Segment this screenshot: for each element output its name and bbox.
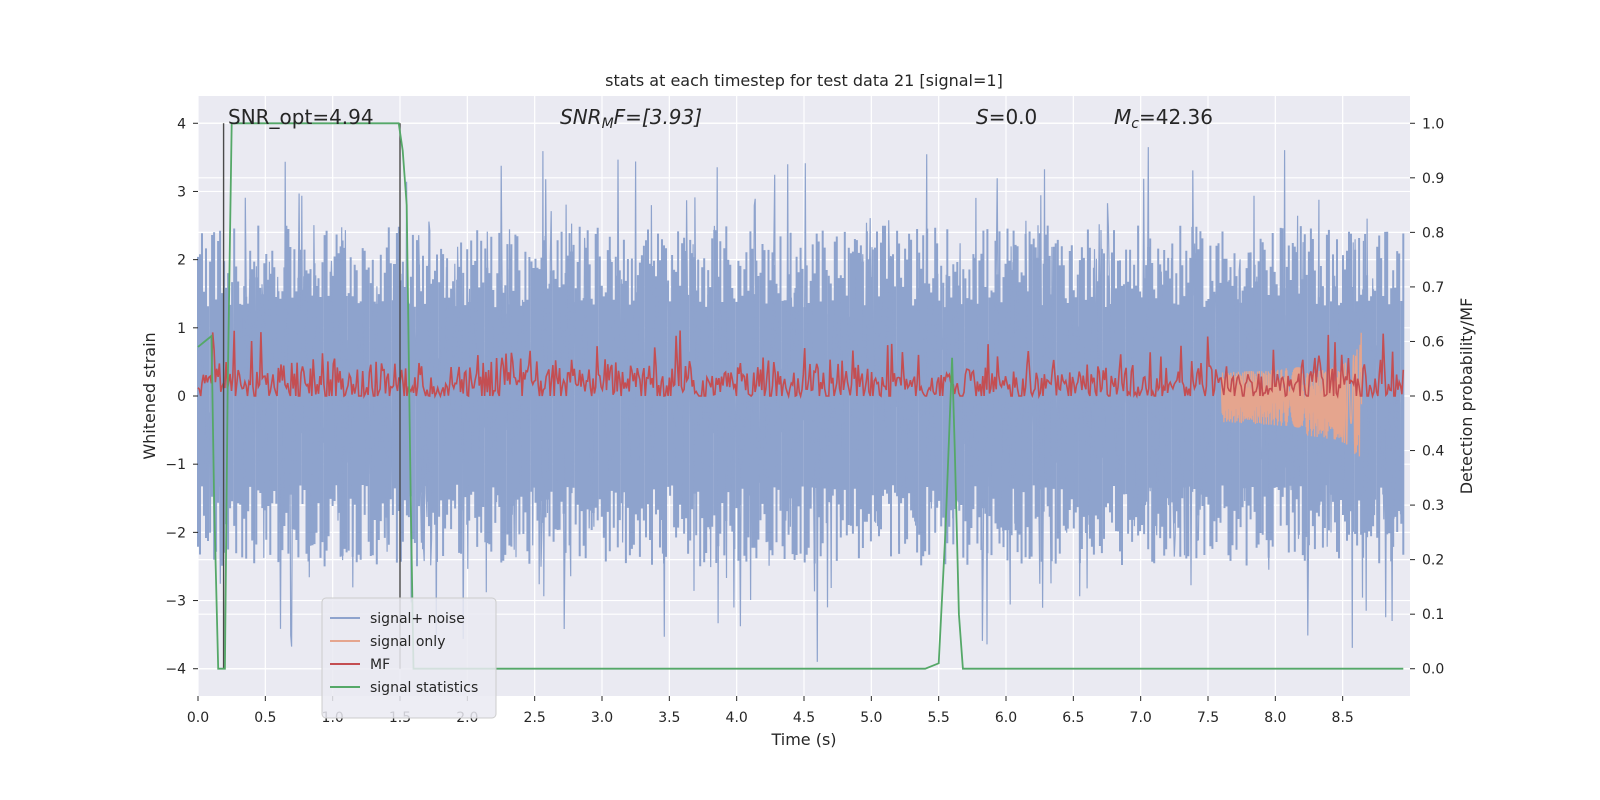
y-right-tick-label: 0.0 xyxy=(1422,662,1444,678)
legend-label: signal statistics xyxy=(370,680,478,696)
annotation-snr-opt: SNR_opt=4.94 xyxy=(228,105,374,129)
legend-label: signal+ noise xyxy=(370,611,465,627)
x-tick-label: 6.0 xyxy=(995,710,1017,726)
x-tick-label: 3.5 xyxy=(658,710,680,726)
y-right-tick-label: 0.6 xyxy=(1422,334,1444,350)
x-tick-label: 0.5 xyxy=(254,710,276,726)
annotation-s-rest: =0.0 xyxy=(989,105,1038,129)
annotation-mc: Mc=42.36 xyxy=(1114,105,1213,132)
legend-label: MF xyxy=(370,657,390,673)
x-tick-label: 7.0 xyxy=(1130,710,1152,726)
y-right-tick-label: 0.4 xyxy=(1422,444,1444,460)
annotation-s: S=0.0 xyxy=(976,105,1037,129)
y-right-tick-label: 0.5 xyxy=(1422,389,1444,405)
chart-title: stats at each timestep for test data 21 … xyxy=(605,71,1003,90)
y-axis-label: Whitened strain xyxy=(140,332,159,459)
vertical-markers xyxy=(222,123,401,669)
x-tick-label: 0.0 xyxy=(187,710,209,726)
y-tick-label: −1 xyxy=(165,457,186,473)
mf-line xyxy=(197,330,1405,400)
x-tick-label: 7.5 xyxy=(1197,710,1219,726)
annotation-snr-mf-rest: F=[3.93] xyxy=(614,105,702,129)
annotation-mc-sub: c xyxy=(1131,116,1139,132)
mf-series xyxy=(197,330,1405,400)
annotation-s-var: S xyxy=(976,105,989,129)
x-tick-label: 6.5 xyxy=(1062,710,1084,726)
signal-statistics-line xyxy=(197,122,1404,670)
y-right-tick-label: 0.7 xyxy=(1422,280,1444,296)
x-tick-label: 8.5 xyxy=(1332,710,1354,726)
legend-label: signal only xyxy=(370,634,445,650)
y-tick-label: 3 xyxy=(177,184,186,200)
y-tick-label: −4 xyxy=(165,662,186,678)
y-axis-right-label: Detection probability/MF xyxy=(1457,298,1476,495)
annotation-snr-mf-sub: M xyxy=(602,116,614,132)
x-tick-label: 4.0 xyxy=(726,710,748,726)
y-right-tick-label: 0.1 xyxy=(1422,607,1444,623)
signal-statistics-series xyxy=(197,122,1404,670)
y-tick-label: 4 xyxy=(177,116,186,132)
y-right-tick-label: 0.2 xyxy=(1422,553,1444,569)
legend: signal+ noise signal only MF signal statist… xyxy=(321,597,497,719)
axis-ticks: 0.00.51.01.52.02.53.03.54.04.55.05.56.06… xyxy=(165,116,1444,726)
x-tick-label: 8.0 xyxy=(1264,710,1286,726)
y-tick-label: 1 xyxy=(177,321,186,337)
x-tick-label: 2.5 xyxy=(524,710,546,726)
x-tick-label: 4.5 xyxy=(793,710,815,726)
annotation-snr-mf-main: SNR xyxy=(560,105,602,129)
annotation-mc-rest: =42.36 xyxy=(1139,105,1213,129)
y-tick-label: −2 xyxy=(165,525,186,541)
x-tick-label: 5.0 xyxy=(860,710,882,726)
annotation-mc-main: M xyxy=(1114,105,1131,129)
x-axis-label: Time (s) xyxy=(770,730,836,749)
y-tick-label: 2 xyxy=(177,253,186,269)
y-right-tick-label: 0.9 xyxy=(1422,171,1444,187)
signal-noise-line xyxy=(197,147,1404,662)
y-right-tick-label: 0.8 xyxy=(1422,225,1444,241)
y-right-tick-label: 0.3 xyxy=(1422,498,1444,514)
legend-box xyxy=(321,597,497,719)
y-tick-label: 0 xyxy=(177,389,186,405)
x-tick-label: 3.0 xyxy=(591,710,613,726)
y-tick-label: −3 xyxy=(165,594,186,610)
x-tick-label: 5.5 xyxy=(928,710,950,726)
annotations: SNR_opt=4.94 SNRMF=[3.93] S=0.0 Mc=42.36 xyxy=(228,105,1213,132)
legend-items: signal+ noise signal only MF signal statist… xyxy=(330,611,478,696)
annotation-snr-mf: SNRMF=[3.93] xyxy=(560,105,702,132)
y-right-tick-label: 1.0 xyxy=(1422,116,1444,132)
